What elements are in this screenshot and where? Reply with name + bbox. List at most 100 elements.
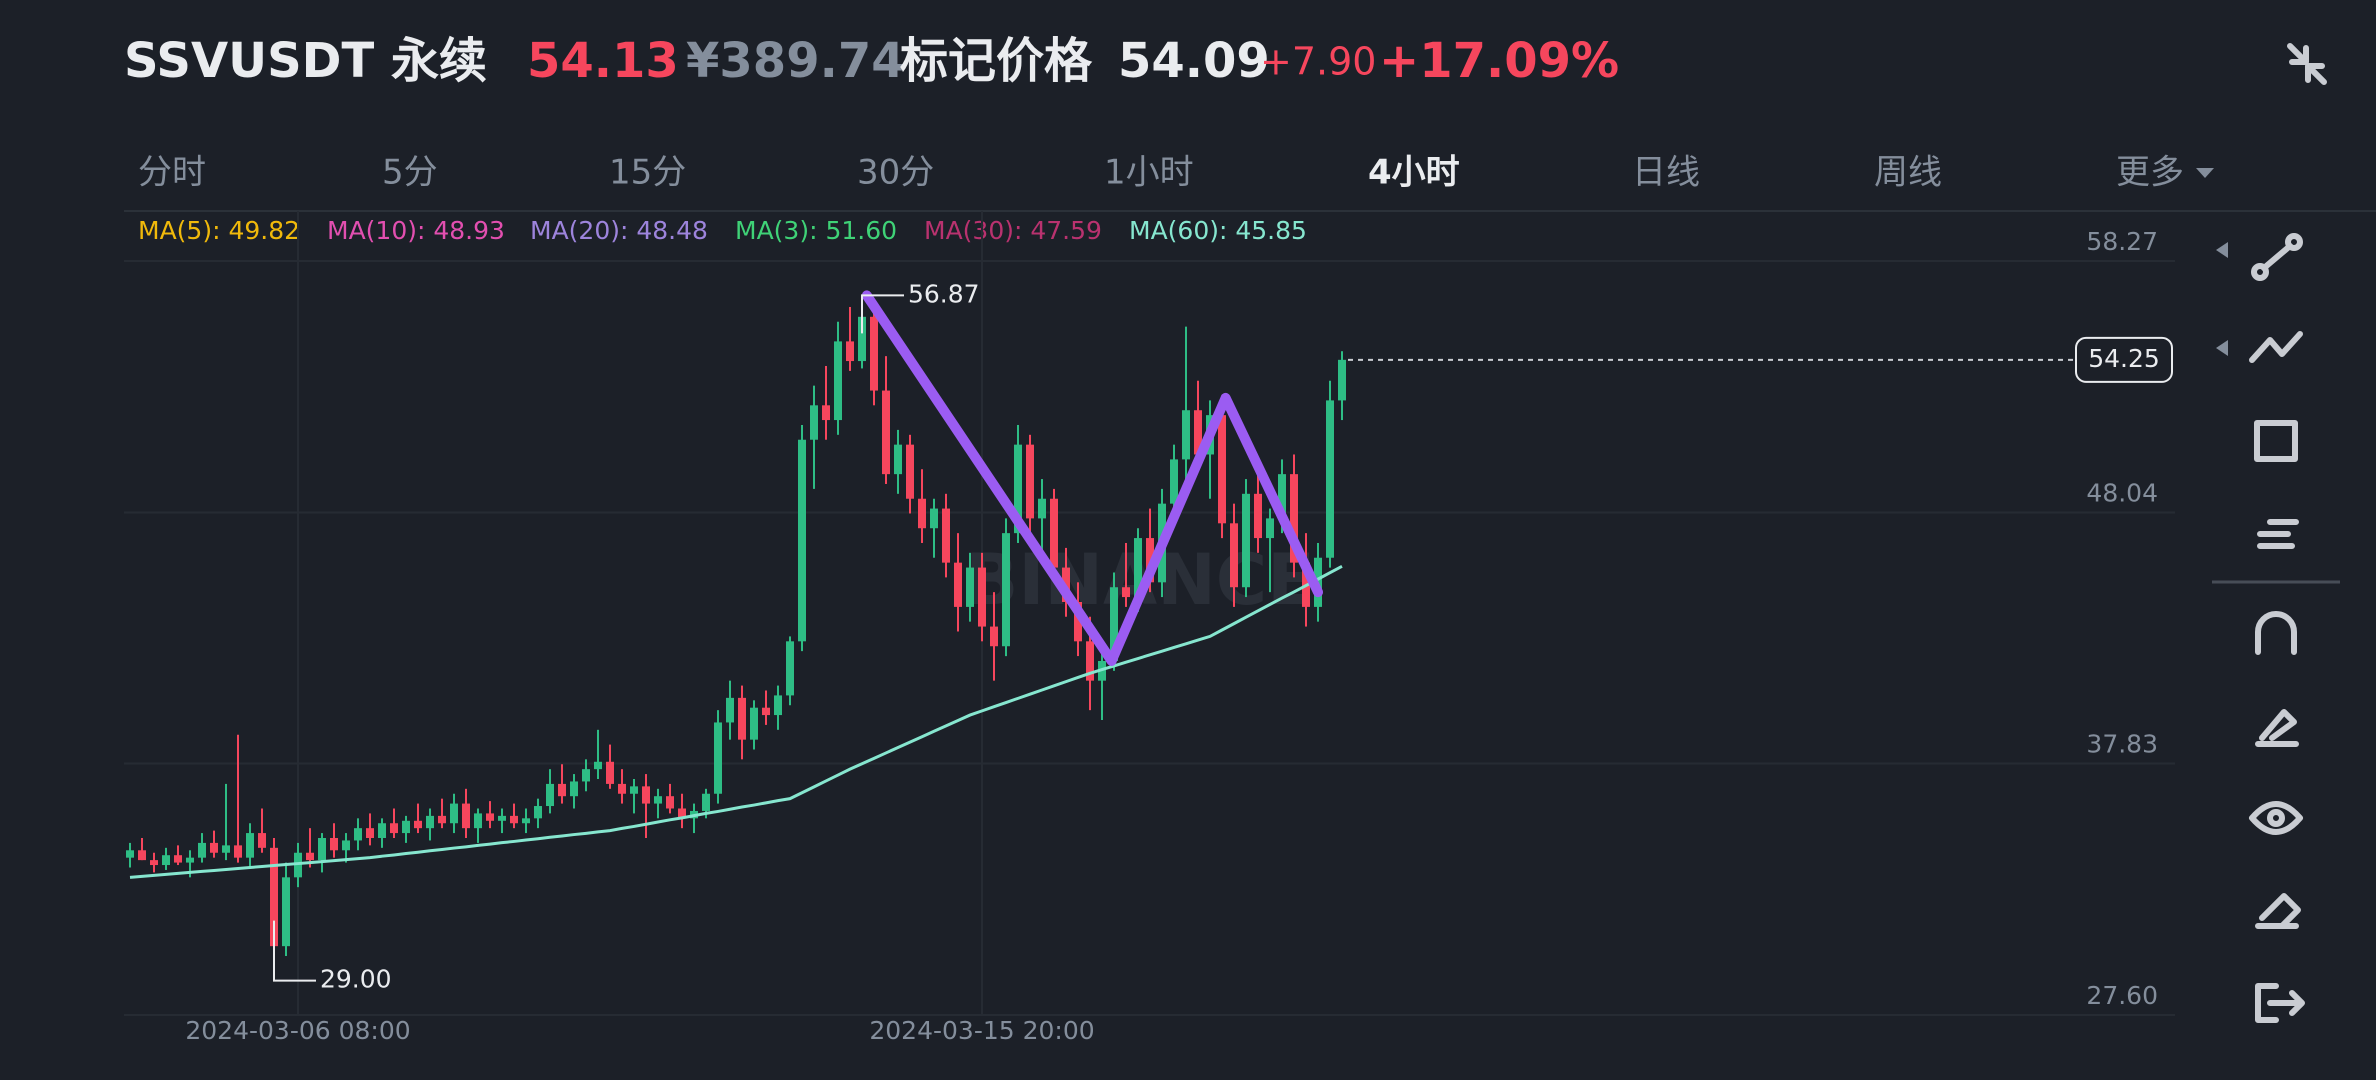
- candle-body: [546, 783, 554, 807]
- ma-legend: MA(10): 48.93: [327, 216, 505, 245]
- last-price-label: 54.25: [2088, 344, 2160, 373]
- eraser-tool[interactable]: [2255, 893, 2301, 929]
- candle-body: [618, 783, 626, 794]
- candle-body: [774, 695, 782, 716]
- candle-body: [390, 823, 398, 834]
- candle-body: [870, 316, 878, 391]
- trend-tool[interactable]: [2249, 331, 2303, 363]
- period-tab[interactable]: 周线: [1874, 153, 1942, 193]
- change: +7.90: [1260, 40, 1376, 84]
- candle-body: [414, 820, 422, 829]
- period-tab[interactable]: 更多: [2116, 153, 2184, 193]
- fib-tool[interactable]: [2257, 519, 2299, 549]
- last-price: 54.13: [527, 33, 679, 89]
- period-tab[interactable]: 分时: [138, 153, 206, 193]
- candle-body: [282, 877, 290, 947]
- candle-body: [726, 697, 734, 723]
- candle-body: [1026, 444, 1034, 519]
- candle-body: [1122, 587, 1130, 598]
- candle-body: [1086, 641, 1094, 681]
- symbol[interactable]: SSVUSDT 永续: [124, 33, 487, 89]
- candle-body: [1050, 498, 1058, 568]
- candle-body: [198, 842, 206, 858]
- candle-body: [882, 390, 890, 475]
- period-tab[interactable]: 5分: [382, 153, 438, 193]
- candle-body: [534, 806, 542, 819]
- low-label: 29.00: [320, 965, 392, 994]
- candle-body: [1254, 493, 1262, 539]
- candle-body: [498, 815, 506, 821]
- candle-body: [234, 845, 242, 858]
- candle-body: [210, 842, 218, 853]
- expand-arrow: [2216, 242, 2228, 258]
- y-tick-label: 37.83: [2086, 730, 2158, 759]
- candle-body: [1002, 533, 1010, 647]
- candle-body: [1170, 459, 1178, 504]
- period-tab[interactable]: 15分: [609, 153, 686, 193]
- candle-body: [954, 562, 962, 607]
- candle-body: [174, 855, 182, 863]
- candle-body: [906, 444, 914, 499]
- candle-body: [966, 567, 974, 607]
- ma-legend: MA(3): 51.60: [735, 216, 897, 245]
- ma-legend: MA(60): 45.85: [1129, 216, 1307, 245]
- ma-line: [129, 565, 1343, 879]
- candle-body: [738, 697, 746, 740]
- candle-body: [714, 722, 722, 794]
- candle-body: [186, 857, 194, 863]
- candle-body: [222, 845, 230, 853]
- y-tick-label: 58.27: [2086, 227, 2158, 256]
- candle-body: [810, 405, 818, 440]
- candle-body: [1074, 601, 1082, 642]
- candle-body: [366, 828, 374, 838]
- candle-body: [786, 641, 794, 696]
- candle-body: [1218, 415, 1226, 524]
- candle-body: [798, 439, 806, 642]
- candle-body: [654, 796, 662, 804]
- candle-body: [162, 855, 170, 866]
- candle-body: [666, 796, 674, 809]
- candle-body: [978, 567, 986, 627]
- period-tab[interactable]: 1小时: [1104, 153, 1194, 193]
- candle-body: [606, 761, 614, 784]
- candle-body: [678, 808, 686, 819]
- candle-body: [1242, 493, 1250, 588]
- candle-body: [630, 786, 638, 794]
- line-tool[interactable]: [2251, 233, 2303, 281]
- last-price-box: [2075, 336, 2173, 383]
- mark-label: 标记价格: [900, 33, 1093, 89]
- period-tab[interactable]: 4小时: [1368, 153, 1460, 193]
- ma-legend: MA(20): 48.48: [530, 216, 708, 245]
- candle-body: [426, 815, 434, 829]
- candle-body: [762, 707, 770, 716]
- period-tab[interactable]: 日线: [1632, 153, 1700, 193]
- eye-tool[interactable]: [2249, 801, 2303, 835]
- candle-body: [318, 837, 326, 861]
- dropdown-arrow: [2196, 168, 2214, 178]
- candle-body: [1014, 444, 1022, 534]
- candle-body: [582, 769, 590, 782]
- candle-body: [522, 818, 530, 824]
- candle-body: [474, 813, 482, 829]
- candle-body: [330, 837, 338, 851]
- shape-tool[interactable]: [2254, 420, 2298, 462]
- pen-tool[interactable]: [2255, 709, 2299, 747]
- collapse-icon[interactable]: [2287, 43, 2327, 85]
- period-tab[interactable]: 30分: [857, 153, 934, 193]
- change-pct: +17.09%: [1379, 33, 1619, 89]
- candle-body: [354, 828, 362, 841]
- magnet-tool[interactable]: [2255, 611, 2297, 655]
- y-tick-label: 48.04: [2086, 478, 2158, 507]
- price-cny: ¥389.74: [686, 33, 905, 89]
- mark-price: 54.09: [1118, 33, 1270, 89]
- candle-body: [258, 833, 266, 848]
- pattern-drawing: [861, 290, 1323, 666]
- ma-legend: MA(30): 47.59: [924, 216, 1102, 245]
- candle-body: [1194, 410, 1202, 455]
- exit-tool[interactable]: [2255, 983, 2305, 1023]
- candle-body: [246, 833, 254, 858]
- candle-body: [930, 508, 938, 529]
